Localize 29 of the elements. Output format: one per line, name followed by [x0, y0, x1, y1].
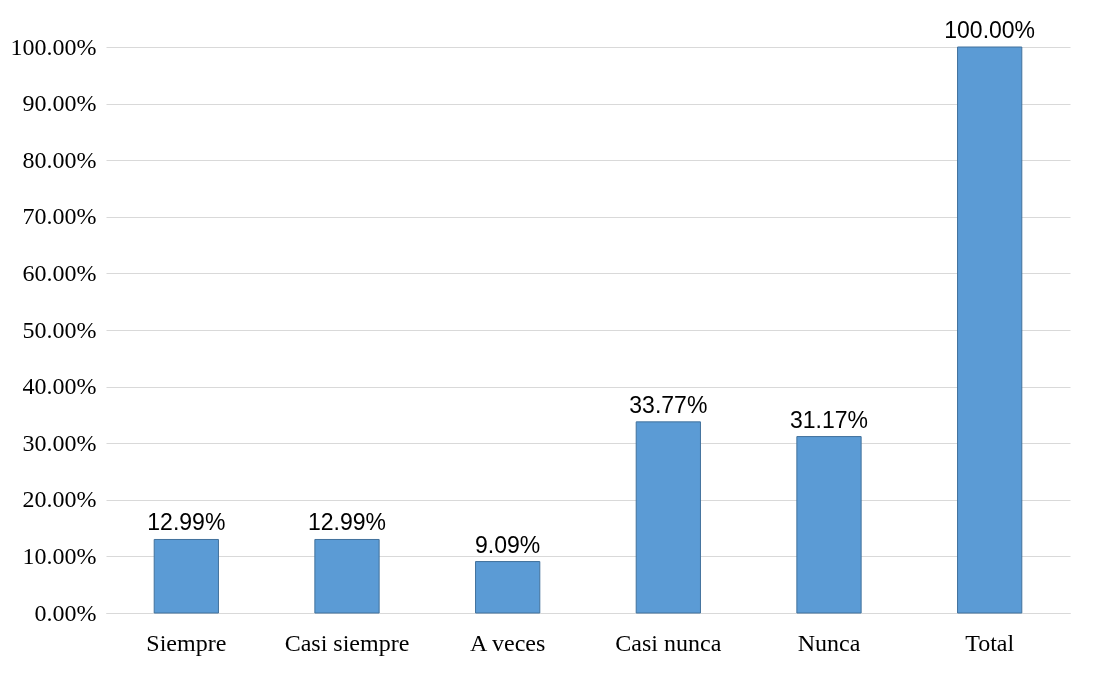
data-label: 12.99%: [147, 509, 226, 536]
y-tick-label: 30.00%: [22, 429, 97, 456]
y-tick-label: 0.00%: [34, 599, 97, 626]
data-label: 9.09%: [475, 531, 541, 558]
bar: [475, 561, 541, 614]
bar: [957, 46, 1023, 614]
data-label: 33.77%: [629, 391, 708, 418]
x-tick-label: Siempre: [146, 629, 227, 656]
bar: [314, 538, 380, 614]
bar: [153, 538, 219, 614]
y-tick-label: 50.00%: [22, 316, 97, 343]
bar: [796, 436, 862, 614]
y-tick-label: 20.00%: [22, 486, 97, 513]
x-tick-label: A veces: [470, 629, 546, 656]
x-tick-label: Total: [965, 629, 1015, 656]
y-tick-label: 60.00%: [22, 259, 97, 286]
y-tick-label: 70.00%: [22, 203, 97, 230]
y-tick-label: 40.00%: [22, 373, 97, 400]
y-tick-label: 80.00%: [22, 146, 97, 173]
data-label: 12.99%: [307, 509, 387, 536]
data-label: 100.00%: [944, 17, 1036, 43]
y-tick-label: 90.00%: [22, 90, 97, 117]
x-tick-label: Casi siempre: [284, 629, 410, 656]
y-tick-label: 10.00%: [22, 542, 97, 569]
data-label: 31.17%: [789, 406, 869, 433]
bar: [635, 421, 701, 614]
x-tick-label: Casi nunca: [615, 629, 722, 656]
y-tick-label: 100.00%: [10, 33, 97, 60]
x-tick-label: Nunca: [797, 629, 861, 656]
